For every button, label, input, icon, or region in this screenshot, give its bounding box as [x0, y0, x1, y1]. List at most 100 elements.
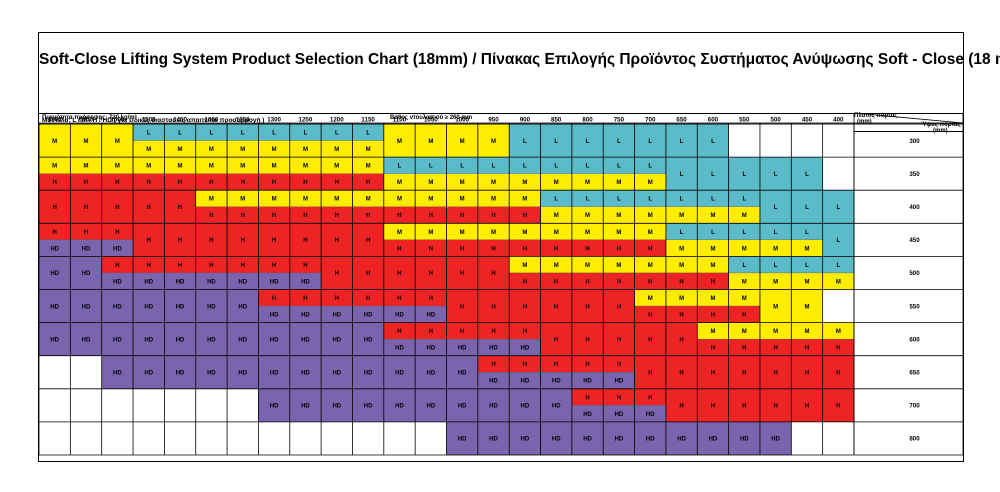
table-cell-empty [164, 388, 196, 422]
cell-label: H [147, 263, 151, 269]
table-cell-empty [289, 421, 322, 455]
cell-label: H [115, 180, 119, 186]
cell-label: L [554, 197, 558, 203]
column-header: 1200 [330, 117, 344, 124]
cell-label: HD [521, 379, 530, 385]
cell-label: HD [82, 304, 91, 310]
cell-label: HD [426, 404, 435, 410]
cell-label: H [272, 213, 276, 219]
cell-label: H [523, 329, 527, 335]
column-header: 1600 [110, 117, 124, 124]
table-cell [571, 123, 604, 158]
table-cell [540, 123, 573, 158]
cell-label: L [805, 263, 809, 269]
table-cell [132, 190, 165, 224]
table-cell [258, 388, 290, 423]
cell-label: HD [332, 404, 341, 410]
cell-label: H [366, 213, 370, 219]
cell-label: L [711, 172, 715, 178]
cell-label: L [774, 172, 778, 178]
cell-label: H [178, 205, 182, 211]
cell-label: M [710, 329, 715, 335]
cell-label: H [836, 370, 840, 376]
table-cells [39, 123, 855, 456]
cell-label: L [680, 139, 684, 145]
cell-label: H [241, 180, 245, 186]
table-cell [101, 355, 134, 389]
table-cell [634, 355, 667, 389]
cell-label: H [115, 263, 119, 269]
cell-label: L [586, 164, 590, 170]
cell-label: H [335, 271, 339, 277]
cell-label: H [523, 362, 527, 368]
cell-label: HD [82, 246, 91, 252]
cell-label: H [84, 205, 88, 211]
width-label: Πλατος πόρτας [854, 113, 897, 119]
cell-label: H [272, 180, 276, 186]
row-header: 400 [909, 204, 920, 211]
cell-label: HD [426, 313, 435, 319]
cell-label: L [680, 172, 684, 178]
cell-label: M [742, 279, 747, 285]
table-cell [415, 355, 447, 389]
cell-label: H [303, 296, 307, 302]
cell-label: HD [301, 279, 310, 285]
column-header: 850 [551, 117, 562, 124]
table-cell-empty [133, 421, 165, 455]
cell-label: H [523, 279, 527, 285]
cell-label: M [491, 139, 496, 145]
cell-label: HD [364, 313, 373, 319]
cell-label: H [429, 271, 433, 277]
cell-label: M [648, 263, 653, 269]
title-divider [39, 113, 963, 114]
cell-label: H [711, 404, 715, 410]
table-cell [320, 388, 353, 423]
cell-label: L [774, 230, 778, 236]
cell-label: H [554, 362, 558, 368]
cell-label: M [522, 197, 527, 203]
cell-label: H [711, 370, 715, 376]
cell-label: H [115, 205, 119, 211]
table-cell-empty [791, 124, 823, 158]
cell-label: M [428, 197, 433, 203]
column-header: 1300 [267, 117, 281, 124]
cell-label: HD [176, 279, 185, 285]
table-cell [70, 256, 102, 290]
cell-label: H [366, 238, 370, 244]
table-cell [697, 123, 729, 158]
cell-label: H [429, 213, 433, 219]
cell-label: HD [301, 370, 310, 376]
cell-label: HD [144, 370, 153, 376]
cell-label: L [805, 172, 809, 178]
cell-label: H [147, 238, 151, 244]
cell-label: L [554, 164, 558, 170]
cell-label: H [460, 246, 464, 252]
table-cell [446, 289, 478, 323]
cell-label: H [742, 370, 746, 376]
cell-label: M [240, 164, 245, 170]
cell-label: M [585, 180, 590, 186]
cell-label: H [679, 313, 683, 319]
column-header: 750 [614, 117, 625, 124]
table-cell [383, 256, 416, 290]
table-cell [791, 355, 823, 389]
table-cell-empty [133, 388, 165, 422]
cell-label: HD [458, 346, 467, 352]
table-cell-empty [39, 355, 71, 389]
cell-label: H [178, 238, 182, 244]
cell-label: HD [426, 370, 435, 376]
cell-label: M [648, 180, 653, 186]
cell-label: L [711, 139, 715, 145]
cell-label: HD [458, 437, 467, 443]
cell-label: M [209, 164, 214, 170]
cell-label: H [178, 180, 182, 186]
cell-label: H [585, 279, 589, 285]
cell-label: H [366, 180, 370, 186]
table-cell [603, 322, 635, 356]
cell-label: M [648, 213, 653, 219]
cell-label: M [334, 164, 339, 170]
table-cell [195, 355, 228, 389]
table-cell [477, 388, 510, 423]
row-header: 700 [909, 403, 920, 410]
cell-label: HD [207, 337, 216, 343]
